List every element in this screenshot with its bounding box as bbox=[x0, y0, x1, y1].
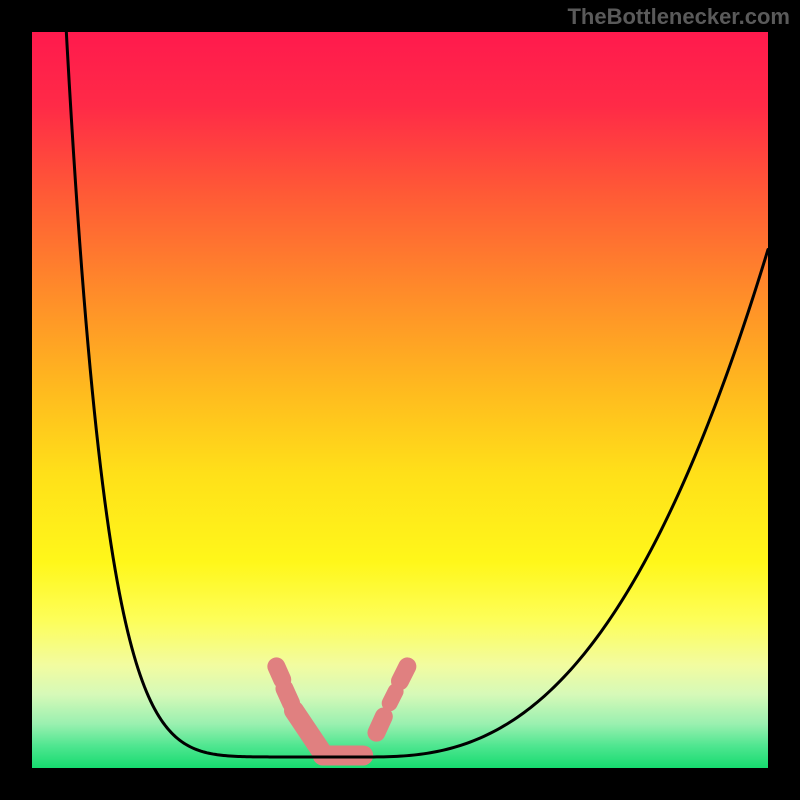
chart-container: TheBottlenecker.com bbox=[0, 0, 800, 800]
data-marker bbox=[400, 666, 407, 681]
data-marker bbox=[390, 691, 396, 703]
data-marker bbox=[376, 716, 383, 732]
chart-svg bbox=[32, 32, 768, 768]
watermark-text: TheBottlenecker.com bbox=[567, 4, 790, 30]
data-marker bbox=[276, 666, 282, 679]
plot-area bbox=[32, 32, 768, 768]
gradient-background bbox=[32, 32, 768, 768]
data-marker bbox=[284, 689, 291, 704]
